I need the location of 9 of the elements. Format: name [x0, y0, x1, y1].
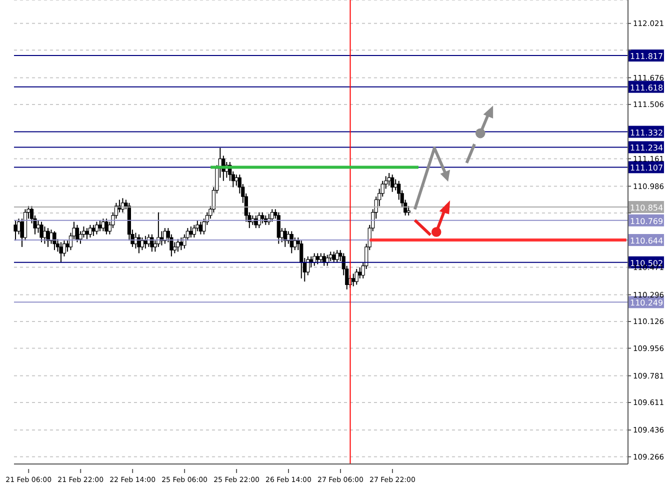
ref-line-label: 111.618 — [630, 83, 664, 92]
ref-line-label: 111.234 — [630, 144, 664, 153]
ref-line-label: 110.769 — [630, 216, 664, 226]
ref-line-label: 111.332 — [630, 128, 664, 138]
ref-line-label: 111.817 — [630, 52, 664, 62]
ref-line-label: 110.644 — [630, 236, 664, 246]
ref-line-label: 110.854 — [630, 203, 664, 212]
ref-line-label: 111.107 — [630, 164, 664, 173]
ref-line-label: 110.249 — [630, 298, 664, 308]
